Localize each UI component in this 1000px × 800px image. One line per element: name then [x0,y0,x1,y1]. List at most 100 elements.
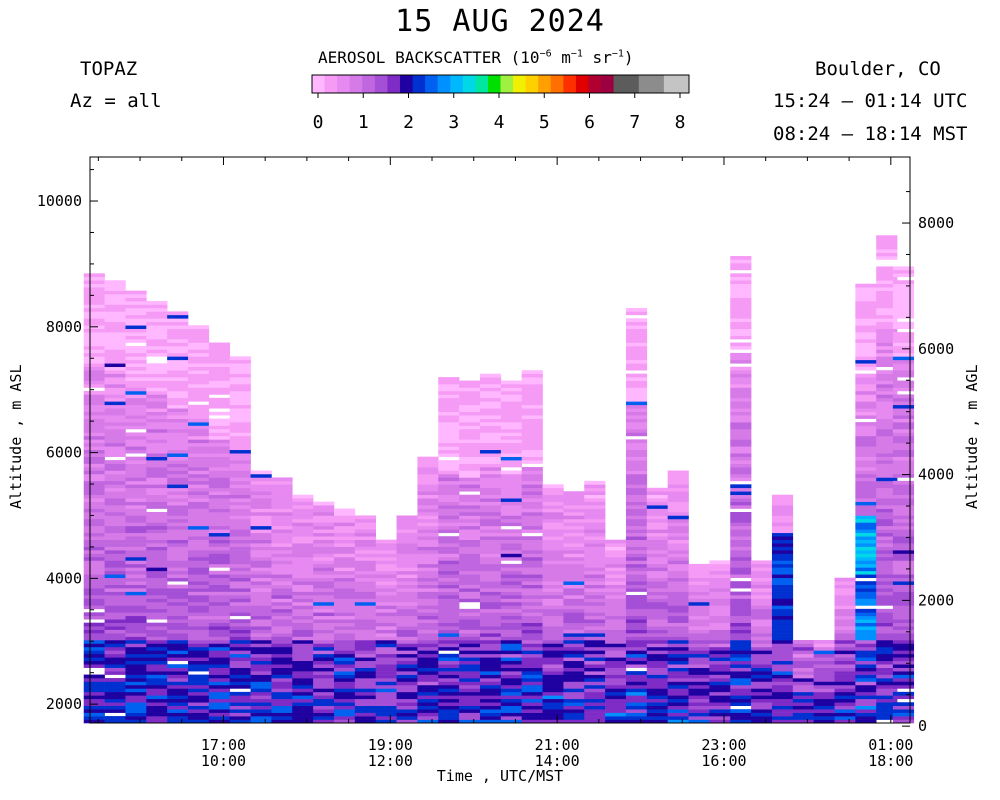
heatmap-cell [892,671,915,675]
heatmap-cell [104,709,126,713]
heatmap-cell [271,702,293,707]
heatmap-cell [855,619,877,623]
heatmap-cell [751,691,773,696]
heatmap-cell [83,498,105,502]
heatmap-cell [771,712,794,717]
heatmap-cell [542,536,564,540]
heatmap-cell [521,577,543,582]
heatmap-cell [125,477,147,482]
heatmap-cell [730,619,752,623]
heatmap-cell [375,691,397,696]
heatmap-cell [313,525,335,530]
heatmap-cell [188,463,210,468]
heatmap-cell [333,709,356,713]
heatmap-cell [834,674,856,679]
heatmap-cell [500,460,522,464]
colorbar-swatch [513,75,527,93]
heatmap-cell [167,415,189,419]
heatmap-cell [313,543,335,547]
heatmap-cell [167,314,189,319]
heatmap-cell [167,484,189,489]
heatmap-cell [563,581,585,585]
heatmap-cell [751,608,773,613]
heatmap-cell [459,442,481,447]
heatmap-cell [876,660,898,665]
heatmap-cell [542,556,564,561]
heatmap-cell [125,660,147,665]
heatmap-cell [146,543,168,547]
heatmap-cell [500,439,522,444]
heatmap-cell [146,373,168,378]
heatmap-cell [313,657,335,662]
heatmap-cell [146,460,168,464]
heatmap-cell [146,684,168,689]
colorbar-swatch [349,75,363,93]
heatmap-cell [438,494,460,499]
heatmap-cell [667,501,689,506]
heatmap-cell [500,643,522,648]
heatmap-cell [855,318,877,323]
heatmap-cell [229,477,251,482]
heatmap-cell [730,612,752,617]
heatmap-cell [396,698,418,703]
heatmap-cell [333,646,356,651]
heatmap-cell [730,477,752,482]
heatmap-cell [521,615,543,620]
heatmap-cell [500,501,522,506]
heatmap-cell [876,256,898,260]
heatmap-cell [354,515,377,520]
heatmap-cell [771,588,794,592]
heatmap-cell [375,605,397,610]
heatmap-cell [771,505,794,509]
heatmap-cell [333,508,356,513]
heatmap-cell [83,307,105,312]
heatmap-cell [876,574,898,579]
heatmap-cell [625,584,648,589]
heatmap-cell [188,591,210,596]
heatmap-cell [500,633,522,637]
heatmap-cell [354,667,377,672]
heatmap-cell [104,671,126,675]
heatmap-cell [146,470,168,475]
heatmap-cell [584,560,606,565]
heatmap-cell [646,487,668,492]
heatmap-cell [188,411,210,416]
heatmap-cell [500,691,522,696]
heatmap-cell [892,380,915,385]
heatmap-cell [83,588,105,592]
heatmap-cell [521,709,543,713]
heatmap-cell [584,577,606,582]
heatmap-cell [542,601,564,606]
heatmap-cell [500,567,522,572]
heatmap-cell [876,335,898,340]
heatmap-cell [271,591,293,596]
heatmap-cell [892,653,915,658]
heatmap-cell [188,588,210,592]
heatmap-cell [396,612,418,617]
heatmap-cell [229,584,251,589]
heatmap-cell [459,709,481,713]
heatmap-cell [333,681,356,686]
heatmap-cell [229,633,251,637]
heatmap-cell [771,525,794,530]
heatmap-cell [876,266,898,271]
heatmap-cell [500,415,522,419]
heatmap-cell [751,674,773,679]
heatmap-cell [146,581,168,585]
heatmap-cell [709,570,731,575]
heatmap-cell [688,639,710,644]
heatmap-cell [229,646,251,651]
heatmap-cell [605,633,627,637]
heatmap-cell [438,667,460,672]
heatmap-cell [521,646,543,651]
heatmap-cell [792,695,814,700]
heatmap-cell [250,574,272,579]
heatmap-cell [459,415,481,419]
heatmap-cell [667,657,689,662]
heatmap-cell [271,525,293,530]
heatmap-cell [313,716,335,720]
heatmap-cell [542,719,564,724]
heatmap-cell [250,695,272,700]
heatmap-cell [479,660,502,665]
heatmap-cell [688,591,710,596]
